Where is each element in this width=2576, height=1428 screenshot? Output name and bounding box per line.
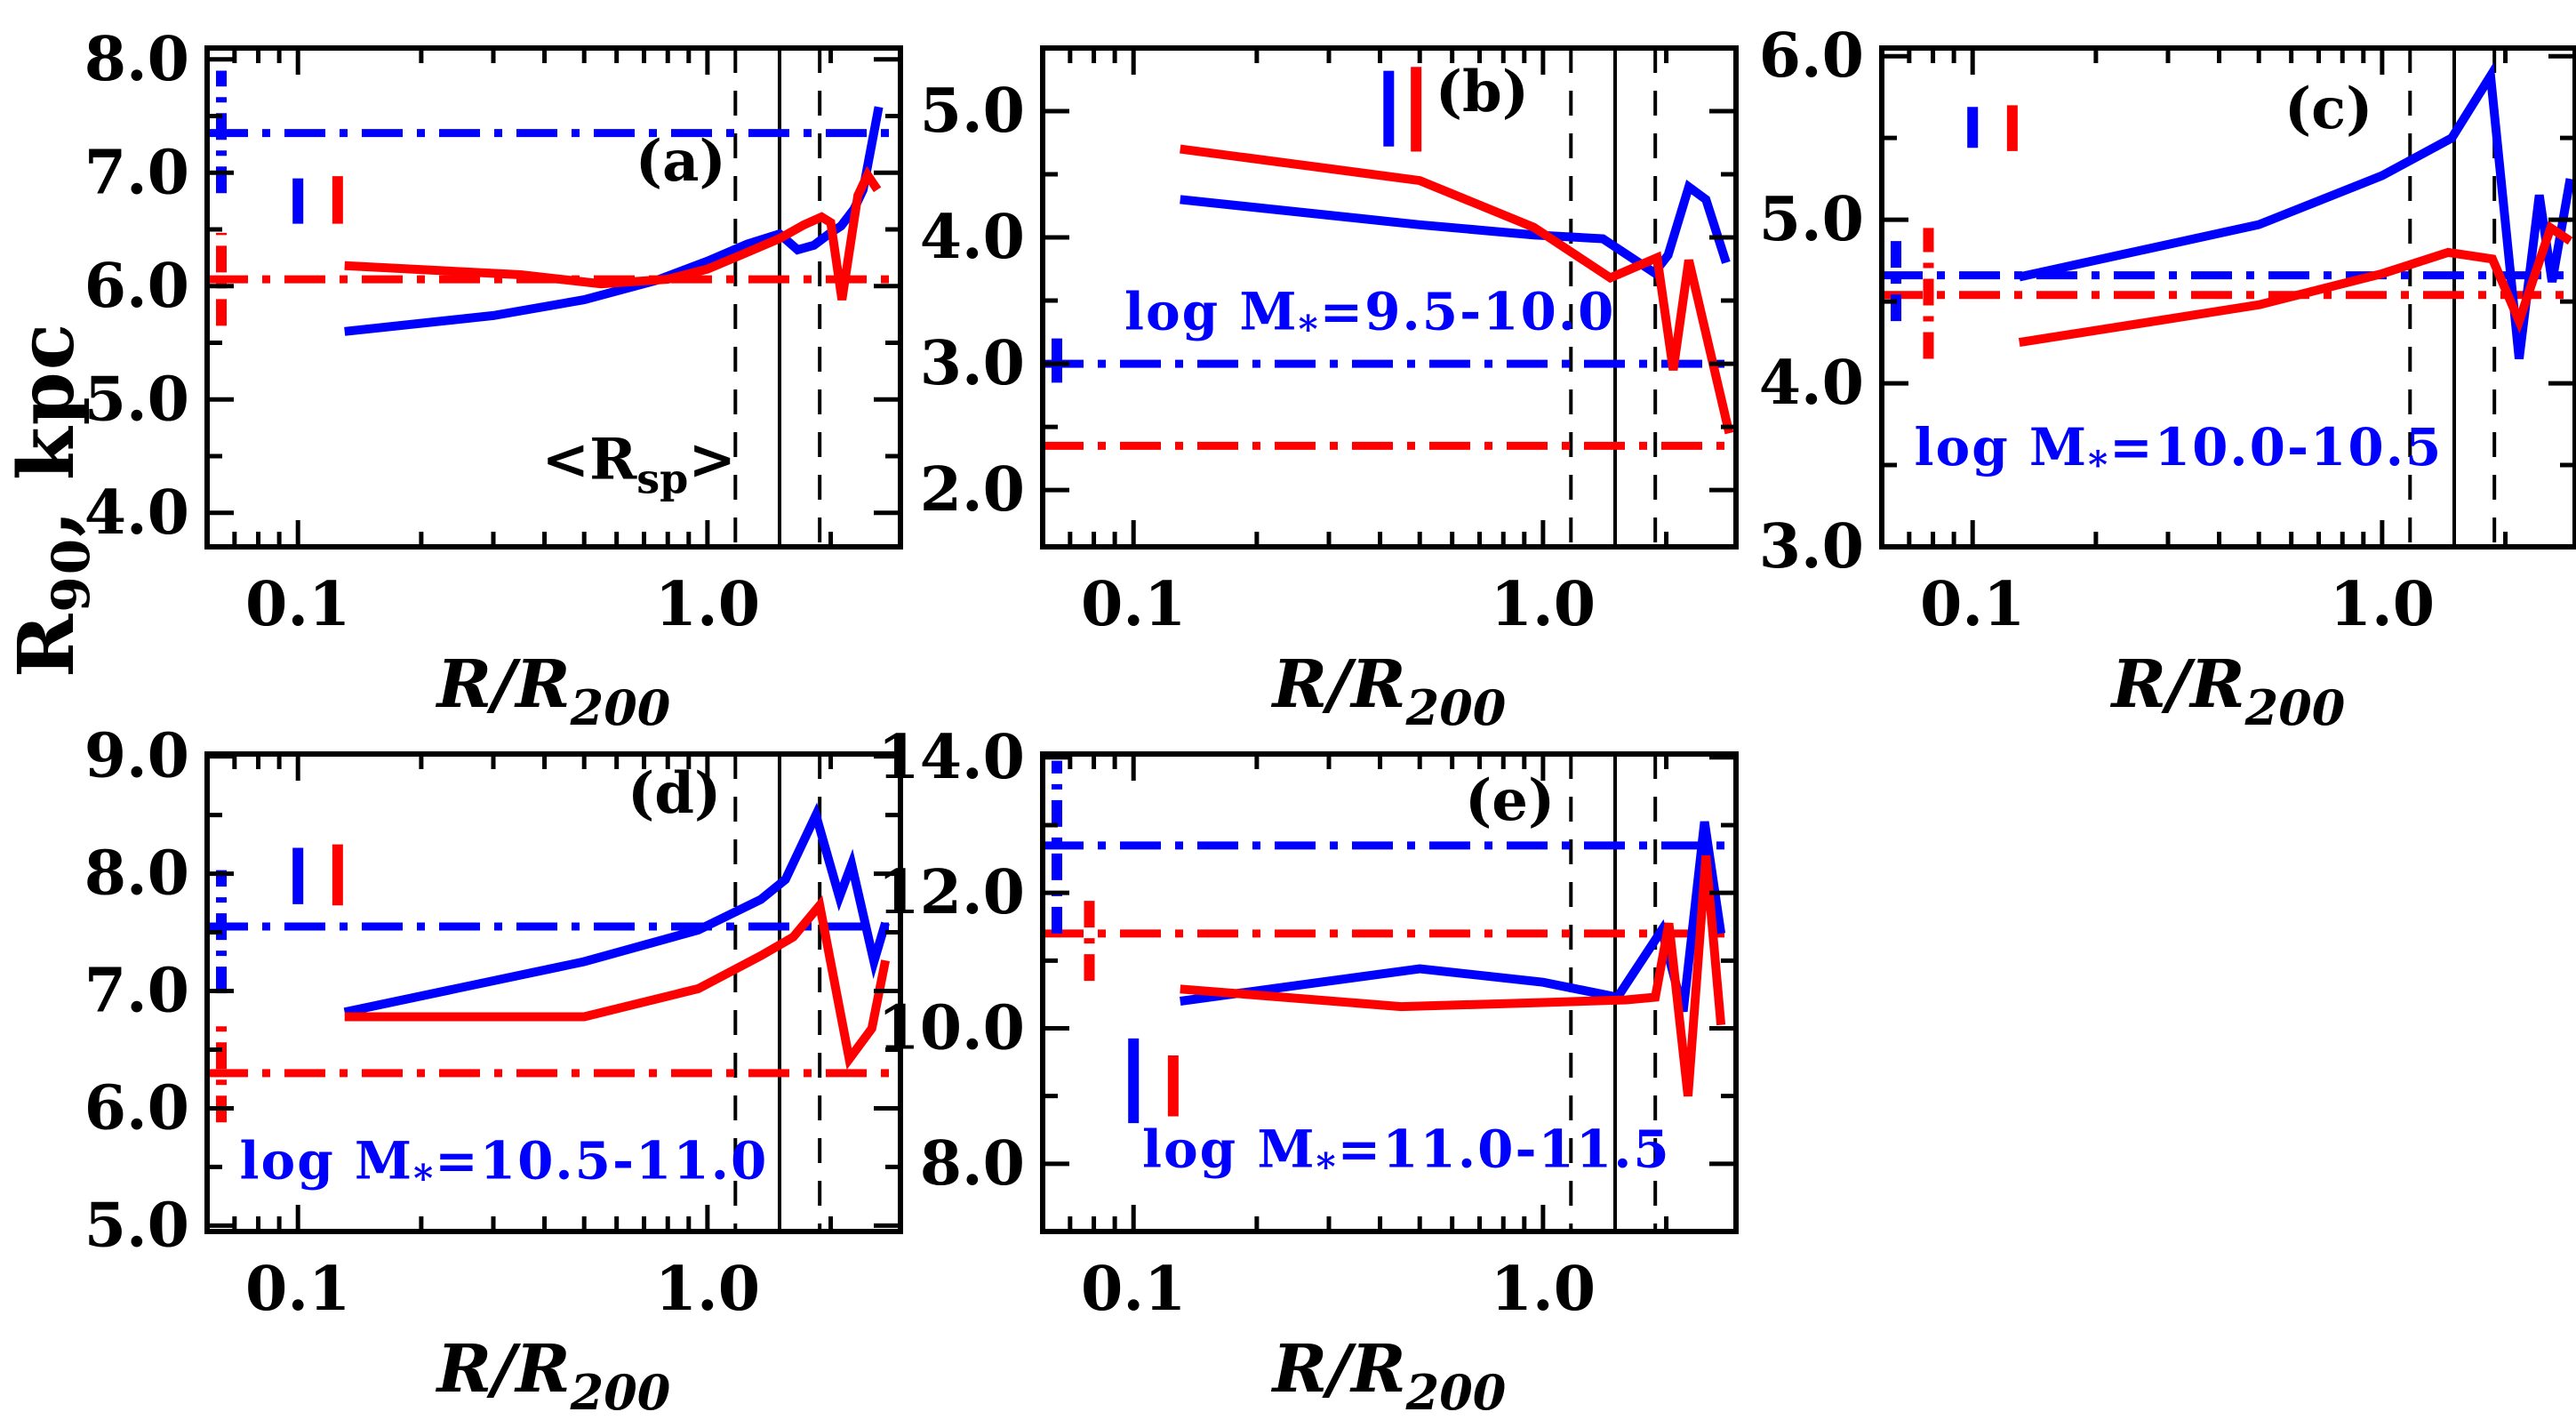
mass-label-pre: log M — [1142, 1119, 1316, 1180]
y-tick-label: 7.0 — [84, 956, 189, 1027]
panel-letter: (e) — [1465, 767, 1555, 834]
x-tick-label: 0.1 — [245, 569, 350, 640]
panel-b: 0.1 1.0 2.0 3.0 4.0 5.0 (b) log M*=9.5-10.0 R/R2… — [860, 21, 1749, 738]
mass-label: log M*=10.5-11.0 — [239, 1131, 768, 1200]
y-tick-label: 5.0 — [920, 76, 1025, 147]
y-tick-label: 6.0 — [84, 1072, 189, 1143]
mass-label-post: =10.0-10.5 — [2109, 417, 2443, 477]
x-axis-title-main: R/R — [436, 1331, 571, 1408]
mass-label-pre: log M — [239, 1131, 413, 1191]
series-red — [344, 895, 891, 1071]
x-axis-title: R/R200 — [436, 646, 671, 736]
plot-frame — [204, 45, 903, 550]
panel-c: 0.1 1.0 3.0 4.0 5.0 6.0 (c) log M*=10.0-10.5 R/R… — [1700, 21, 2576, 738]
y-tick-label: 5.0 — [1759, 184, 1864, 255]
panel-letter: (d) — [628, 760, 721, 827]
mass-label-post: =10.5-11.0 — [435, 1131, 768, 1191]
y-tick-label: 3.0 — [920, 328, 1025, 399]
x-axis-title-sub: 200 — [570, 679, 671, 736]
y-tick-label: 7.0 — [84, 137, 189, 208]
mass-label: log M*=11.0-11.5 — [1142, 1119, 1671, 1189]
mass-label-pre: log M — [1914, 417, 2088, 477]
rsp-label-post: > — [688, 427, 736, 493]
series-blue — [1180, 179, 1731, 279]
x-axis-title-main: R/R — [436, 646, 571, 723]
panel-e-plot: 0.1 1.0 8.0 10.0 12.0 14.0 (e) log M*=11.0-11.5… — [877, 727, 1739, 1421]
panel-e: 0.1 1.0 8.0 10.0 12.0 14.0 (e) log M*=11.0-11.5… — [860, 727, 1749, 1423]
series-red — [344, 165, 882, 301]
panel-a-plot: 0.1 1.0 4.0 5.0 6.0 7.0 8.0 (a) <Rsp> R/R200 — [84, 24, 903, 736]
mass-label-sub: * — [1299, 308, 1320, 351]
panel-c-plot: 0.1 1.0 3.0 4.0 5.0 6.0 (c) log M*=10.0-10.5 R/R… — [1759, 21, 2576, 736]
x-axis-title: R/R200 — [1271, 646, 1507, 736]
x-axis-title: R/R200 — [2110, 646, 2346, 736]
y-tick-label: 14.0 — [877, 727, 1025, 793]
panel-letter: (c) — [2284, 76, 2373, 142]
x-axis-title-sub: 200 — [2244, 679, 2346, 736]
y-tick-label: 4.0 — [1759, 348, 1864, 419]
x-tick-label: 0.1 — [1081, 569, 1186, 640]
panel-d: 0.1 1.0 5.0 6.0 7.0 8.0 9.0 (d) log M*=10.5-11.0… — [25, 727, 914, 1423]
y-tick-label: 5.0 — [84, 364, 189, 435]
y-tick-label: 10.0 — [877, 992, 1025, 1063]
y-tick-label: 6.0 — [1759, 21, 1864, 92]
x-axis-title-sub: 200 — [570, 1364, 671, 1421]
panel-d-plot: 0.1 1.0 5.0 6.0 7.0 8.0 9.0 (d) log M*=10.5-11.0… — [84, 727, 903, 1421]
x-tick-label: 0.1 — [1920, 569, 2025, 640]
y-tick-label: 9.0 — [84, 727, 189, 792]
x-axis-title-main: R/R — [2110, 646, 2245, 723]
y-tick-label: 4.0 — [920, 202, 1025, 273]
y-tick-label: 6.0 — [84, 251, 189, 322]
x-tick-label: 1.0 — [1491, 1254, 1596, 1325]
x-tick-label: 1.0 — [655, 569, 760, 640]
series-red — [2018, 221, 2573, 348]
mass-label-pre: log M — [1124, 282, 1299, 342]
y-tick-label: 8.0 — [920, 1128, 1025, 1199]
y-tick-label: 3.0 — [1759, 511, 1864, 582]
x-axis-title-sub: 200 — [1405, 1364, 1507, 1421]
y-tick-label: 8.0 — [84, 838, 189, 910]
x-axis-title-main: R/R — [1271, 1331, 1406, 1408]
y-tick-label: 2.0 — [920, 454, 1025, 525]
plot-frame — [1040, 45, 1739, 550]
panel-b-plot: 0.1 1.0 2.0 3.0 4.0 5.0 (b) log M*=9.5-10.0 R/R2… — [920, 45, 1739, 736]
plot-frame — [1040, 751, 1739, 1234]
x-axis-title-main: R/R — [1271, 646, 1406, 723]
x-tick-label: 0.1 — [245, 1254, 350, 1325]
mass-label-post: =9.5-10.0 — [1320, 282, 1616, 342]
series-red — [1180, 144, 1734, 435]
plot-frame — [1879, 45, 2576, 550]
series-blue — [343, 802, 890, 1017]
mass-label-post: =11.0-11.5 — [1338, 1119, 1671, 1180]
x-axis-title: R/R200 — [1271, 1331, 1507, 1421]
mass-label-sub: * — [1316, 1145, 1338, 1189]
mass-label: log M*=9.5-10.0 — [1124, 282, 1615, 351]
x-tick-label: 1.0 — [1491, 569, 1596, 640]
series-red — [1180, 854, 1726, 1097]
panel-letter: (a) — [636, 128, 726, 195]
series-blue — [344, 106, 884, 336]
x-tick-label: 1.0 — [655, 1254, 760, 1325]
y-tick-label: 12.0 — [877, 857, 1025, 928]
rsp-label-sub: sp — [636, 455, 688, 503]
x-axis-title-sub: 200 — [1405, 679, 1507, 736]
series-blue — [1180, 821, 1726, 1013]
mass-label: log M*=10.0-10.5 — [1914, 417, 2443, 486]
x-tick-label: 1.0 — [2330, 569, 2435, 640]
rsp-label-pre: <R — [541, 427, 637, 493]
y-tick-label: 8.0 — [84, 24, 189, 95]
mass-label-sub: * — [2088, 443, 2109, 486]
mass-label-sub: * — [413, 1157, 435, 1200]
panel-a: 0.1 1.0 4.0 5.0 6.0 7.0 8.0 (a) <Rsp> R/R200 — [25, 21, 914, 738]
x-tick-label: 0.1 — [1081, 1254, 1186, 1325]
x-axis-title: R/R200 — [436, 1331, 671, 1421]
y-tick-label: 4.0 — [84, 477, 189, 549]
panel-letter: (b) — [1436, 59, 1529, 125]
y-tick-label: 5.0 — [84, 1190, 189, 1261]
rsp-label: <Rsp> — [541, 427, 736, 503]
series-blue — [2018, 62, 2575, 360]
